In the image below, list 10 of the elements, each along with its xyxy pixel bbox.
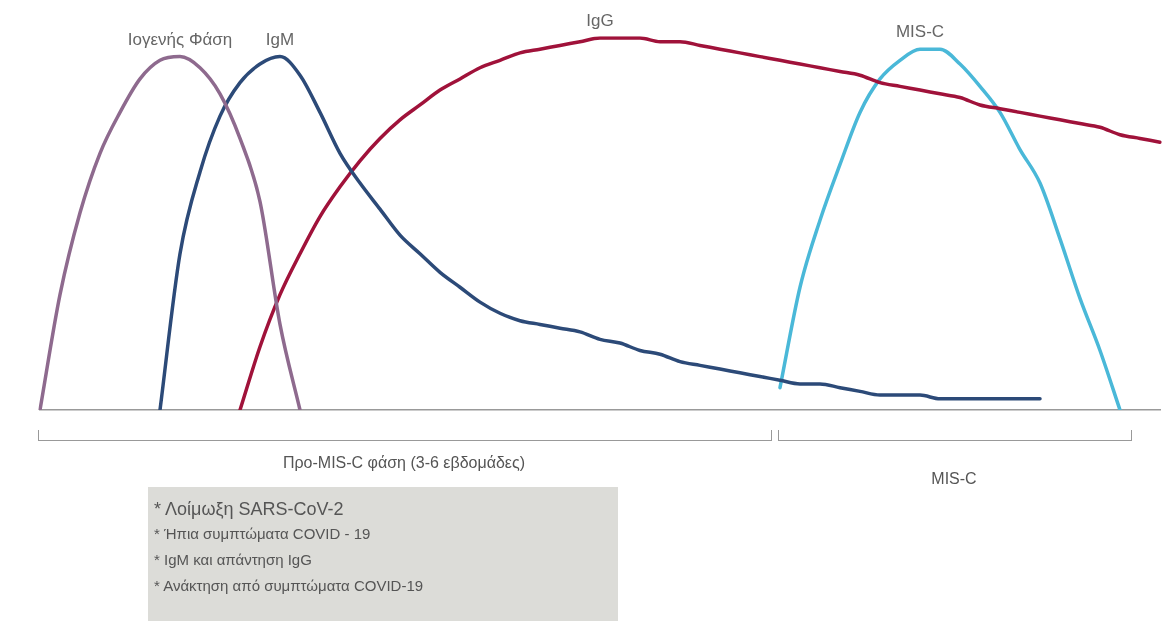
series-label: Ιογενής Φάση [127, 29, 233, 49]
series-label: IgM [265, 29, 295, 49]
text: * Λοίμωξη SARS-CoV-2 [154, 498, 345, 521]
text: * IgM και απάντηση IgG [154, 550, 313, 570]
text: MIS-C [930, 470, 978, 488]
series-label: IgG [586, 11, 614, 31]
text: Προ-MIS-C φάση (3-6 εβδομάδες) [281, 454, 527, 472]
series-label: MIS-C [895, 22, 945, 42]
text: * Ήπια συμπτώματα COVID - 19 [154, 524, 372, 544]
text: * Ανάκτηση από συμπτώματα COVID-19 [154, 576, 425, 596]
